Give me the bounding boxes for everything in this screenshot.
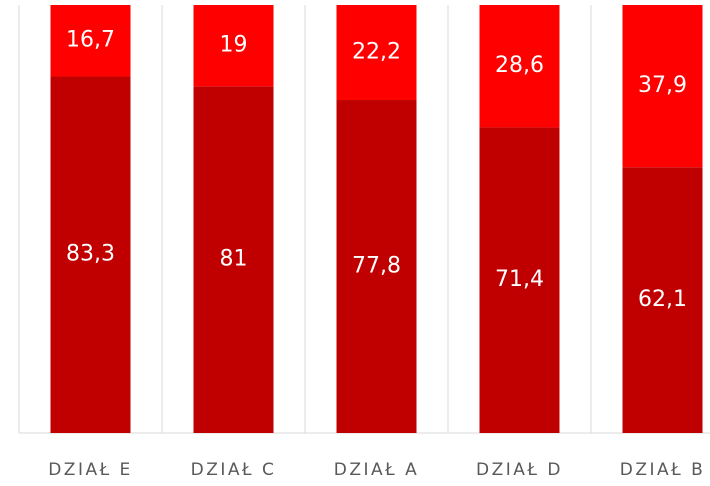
bar-segment [622,5,703,168]
value-label: 62,1 [638,287,687,312]
bar-segment [479,127,560,434]
bar-segment [336,100,417,434]
value-label: 28,6 [495,53,544,78]
bar-segment [622,167,703,433]
bar-segment [50,76,131,433]
bar-segment [336,5,417,101]
x-tick-label: DZIAŁ C [191,460,277,480]
x-tick-label: DZIAŁ E [48,460,133,480]
value-label: 83,3 [66,242,115,267]
bar-segment [193,86,274,433]
bar-segment [50,5,131,77]
value-label: 19 [220,33,248,58]
bar-segment [193,5,274,87]
x-tick-label: DZIAŁ D [476,460,563,480]
value-label: 77,8 [352,254,401,279]
x-tick-label: DZIAŁ A [334,460,419,480]
value-label: 71,4 [495,267,544,292]
bar-segment [479,5,560,128]
value-label: 81 [220,247,248,272]
value-label: 22,2 [352,40,401,65]
value-label: 16,7 [66,28,115,53]
value-label: 37,9 [638,73,687,98]
x-tick-label: DZIAŁ B [620,460,706,480]
